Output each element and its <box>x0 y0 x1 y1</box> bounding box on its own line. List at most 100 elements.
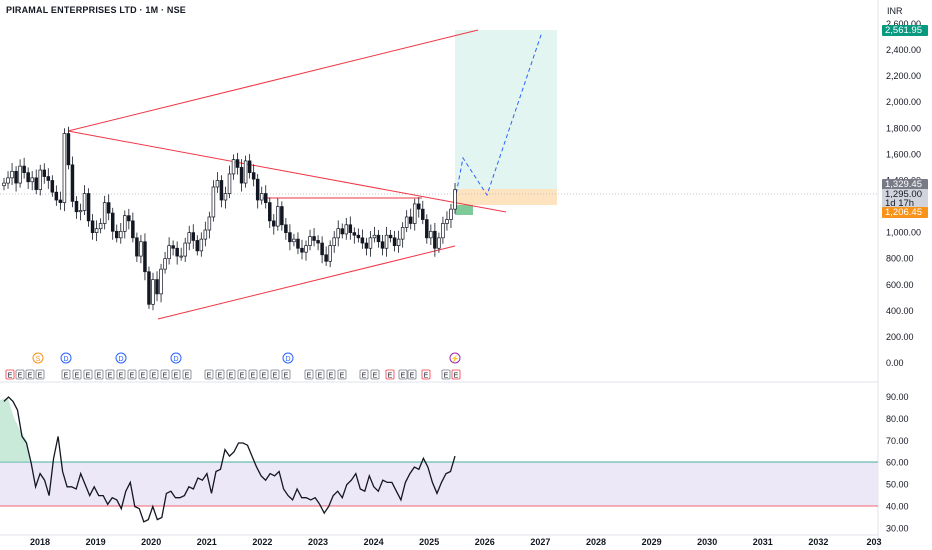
earnings-marker[interactable] <box>398 369 408 380</box>
event-marker[interactable] <box>282 352 294 364</box>
candle-body <box>58 199 63 203</box>
candle-body <box>90 220 95 233</box>
candle-body <box>94 228 99 233</box>
earnings-marker[interactable] <box>72 369 82 380</box>
earnings-marker[interactable] <box>421 369 431 380</box>
earnings-marker[interactable] <box>204 369 214 380</box>
earnings-marker[interactable] <box>451 369 461 380</box>
price-tick-label: 600.00 <box>886 280 914 290</box>
candle-body <box>453 189 457 210</box>
earnings-marker[interactable] <box>94 369 104 380</box>
candle-body <box>42 169 47 177</box>
candle-body <box>364 242 369 249</box>
earnings-marker[interactable] <box>127 369 137 380</box>
candle-body <box>433 230 437 249</box>
candle-body <box>384 234 389 249</box>
candle-body <box>127 215 131 222</box>
time-axis[interactable]: 2018 2019 2020 2021 2022 2023 2024 2025 2026 2027… <box>30 537 882 547</box>
candle-body <box>324 254 328 262</box>
earnings-marker-label: E <box>75 373 80 380</box>
earnings-marker[interactable] <box>281 369 291 380</box>
event-marker-label: D <box>285 356 290 363</box>
candle-body <box>231 159 236 175</box>
candle-body <box>308 236 312 247</box>
price-tick-label: 1,600.00 <box>886 149 921 159</box>
earnings-marker[interactable] <box>61 369 71 380</box>
earnings-marker[interactable] <box>116 369 126 380</box>
rsi-tick-label: 80.00 <box>886 414 909 424</box>
earnings-marker[interactable] <box>171 369 181 380</box>
earnings-marker[interactable] <box>259 369 269 380</box>
event-marker[interactable] <box>60 352 72 364</box>
upper-channel-line[interactable] <box>67 29 479 132</box>
candle-body <box>163 258 167 270</box>
rsi-line[interactable] <box>3 396 456 523</box>
earnings-marker[interactable] <box>237 369 247 380</box>
time-tick-label: 2031 <box>753 537 773 547</box>
time-tick-label: 2028 <box>586 537 606 547</box>
currency-label: INR <box>887 6 903 16</box>
earnings-marker[interactable] <box>337 369 347 380</box>
earnings-marker[interactable] <box>385 369 395 380</box>
candle-body <box>429 230 433 239</box>
candle-body <box>388 234 393 239</box>
event-marker[interactable] <box>449 352 461 364</box>
earnings-marker[interactable] <box>441 369 451 380</box>
event-marker[interactable] <box>170 352 182 364</box>
earnings-marker[interactable] <box>359 369 369 380</box>
candle-body <box>380 241 385 249</box>
earnings-marker[interactable] <box>270 369 280 380</box>
earnings-marker[interactable] <box>215 369 225 380</box>
earnings-marker[interactable] <box>5 369 15 380</box>
earnings-marker[interactable] <box>370 369 380 380</box>
earnings-marker-label: E <box>388 373 393 380</box>
candlestick-series <box>2 126 457 311</box>
candle-body <box>235 159 240 168</box>
candle-body <box>396 238 401 247</box>
candle-body <box>10 170 14 179</box>
earnings-marker[interactable] <box>304 369 314 380</box>
earnings-marker[interactable] <box>15 369 25 380</box>
event-marker[interactable] <box>32 352 44 364</box>
earnings-marker[interactable] <box>160 369 170 380</box>
earnings-marker[interactable] <box>226 369 236 380</box>
earnings-marker[interactable] <box>35 369 45 380</box>
earnings-marker[interactable] <box>182 369 192 380</box>
lower-channel-line[interactable] <box>157 245 456 320</box>
earnings-marker-label: E <box>401 373 406 380</box>
candle-body <box>368 237 373 249</box>
earnings-marker[interactable] <box>149 369 159 380</box>
earnings-marker-label: E <box>64 373 69 380</box>
earnings-marker[interactable] <box>138 369 148 380</box>
earnings-marker-label: E <box>444 373 449 380</box>
earnings-marker[interactable] <box>25 369 35 380</box>
time-tick-label: 2024 <box>364 537 384 547</box>
earnings-marker-label: E <box>8 373 13 380</box>
earnings-marker[interactable] <box>326 369 336 380</box>
earnings-marker[interactable] <box>315 369 325 380</box>
candle-body <box>62 133 67 203</box>
earnings-marker-label: E <box>38 373 43 380</box>
candle-body <box>187 232 191 244</box>
stop-zone[interactable] <box>455 205 473 215</box>
event-marker[interactable] <box>115 352 127 364</box>
earnings-marker-label: E <box>185 373 190 380</box>
candle-body <box>171 245 175 249</box>
earnings-marker[interactable] <box>83 369 93 380</box>
earnings-marker-label: E <box>262 373 267 380</box>
target-zone[interactable] <box>455 30 557 189</box>
earnings-marker[interactable] <box>105 369 115 380</box>
descending-trend-line[interactable] <box>67 130 507 213</box>
countdown-badge: 1d 17h <box>882 198 928 209</box>
time-tick-label: 2027 <box>530 537 550 547</box>
earnings-marker-label: E <box>307 373 312 380</box>
candle-body <box>199 238 204 252</box>
rsi-axis[interactable]: 90.00 80.00 70.00 60.00 50.00 40.00 30.00 <box>886 392 909 533</box>
candle-body <box>175 247 179 257</box>
candle-body <box>110 212 115 232</box>
entry-zone[interactable] <box>455 189 557 205</box>
projection-path[interactable] <box>454 31 543 201</box>
earnings-marker[interactable] <box>248 369 258 380</box>
earnings-marker[interactable] <box>407 369 417 380</box>
